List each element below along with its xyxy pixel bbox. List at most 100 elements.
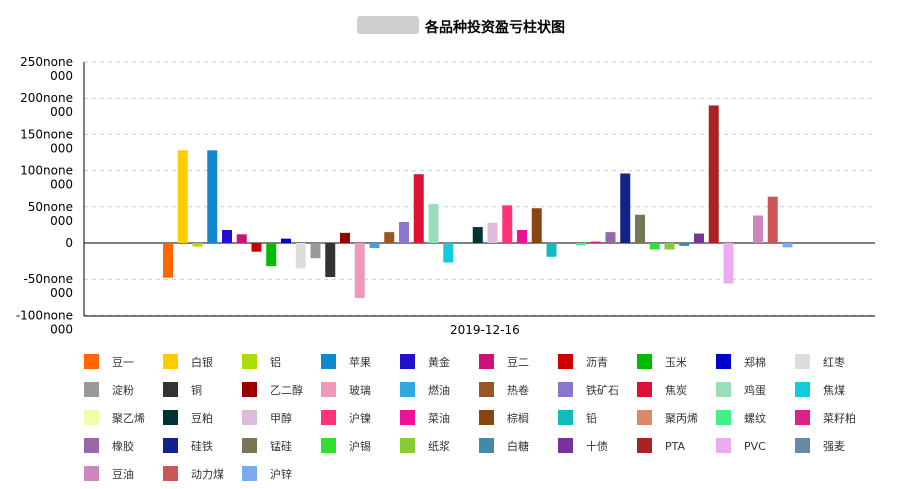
bar-菜籽粕 xyxy=(590,241,601,243)
legend-item: 铜 xyxy=(163,382,202,397)
legend-label: 淀粉 xyxy=(112,383,134,397)
y-tick-label-line: 150none xyxy=(20,127,73,141)
legend-swatch xyxy=(242,382,257,397)
legend-item: 沪镍 xyxy=(321,410,371,425)
legend-label: 橡胶 xyxy=(112,439,134,453)
bar-纸浆 xyxy=(664,243,675,250)
legend-label: 豆一 xyxy=(112,356,134,369)
legend-item: 铁矿石 xyxy=(558,382,619,397)
y-tick-label: 250none 000 xyxy=(20,55,73,83)
chart-title: 各品种投资盈亏柱状图 xyxy=(424,19,565,36)
legend-item: 动力煤 xyxy=(163,466,224,481)
legend-label: 沥青 xyxy=(586,356,608,369)
y-tick-label: 200none 000 xyxy=(20,91,73,119)
legend-item: 螺纹 xyxy=(716,410,766,425)
legend-swatch xyxy=(400,382,415,397)
legend-swatch xyxy=(400,354,415,369)
legend-label: 焦炭 xyxy=(665,384,687,397)
legend-item: 铅 xyxy=(558,410,597,425)
y-tick-label: -100none 000 xyxy=(16,308,73,336)
redacted-title-prefix xyxy=(357,16,419,34)
legend-label: 沪锌 xyxy=(270,467,292,481)
legend-label: 螺纹 xyxy=(744,411,766,425)
legend-swatch xyxy=(479,438,494,453)
legend-item: 豆一 xyxy=(84,354,134,369)
bar-橡胶 xyxy=(605,232,616,243)
bar-乙二醇 xyxy=(340,232,350,243)
y-tick-label-line: 000 xyxy=(50,286,73,300)
y-tick-label-line: 000 xyxy=(50,178,73,192)
bar-PVC xyxy=(723,243,734,284)
legend-swatch xyxy=(242,410,257,425)
legend-swatch xyxy=(558,438,573,453)
legend-item: 菜籽粕 xyxy=(795,410,856,425)
legend-item: 棕榈 xyxy=(479,410,529,425)
bar-白银 xyxy=(177,150,188,243)
legend-item: 玉米 xyxy=(637,354,687,369)
legend-label: 铅 xyxy=(586,411,597,425)
legend-label: 沪镍 xyxy=(349,411,371,425)
legend-label: 纸浆 xyxy=(428,439,450,453)
legend-swatch xyxy=(795,410,810,425)
y-tick-label-line: 000 xyxy=(50,214,73,228)
bar-豆一 xyxy=(163,243,173,278)
bar-豆粕 xyxy=(472,227,483,243)
legend-label: 苹果 xyxy=(349,355,371,369)
legend-item: 铝 xyxy=(242,354,281,369)
y-tick-label: 100none 000 xyxy=(20,164,73,192)
legend-item: 白银 xyxy=(163,354,213,369)
legend-item: 乙二醇 xyxy=(242,382,303,397)
legend-swatch xyxy=(321,382,336,397)
legend-item: 沪锡 xyxy=(321,438,371,453)
legend-label: 焦煤 xyxy=(823,384,845,397)
bar-鸡蛋 xyxy=(428,203,439,243)
bar-豆油 xyxy=(753,215,763,243)
bar-锰硅 xyxy=(635,214,645,243)
legend-item: 白糖 xyxy=(479,438,529,453)
legend-item: 聚丙烯 xyxy=(637,410,698,425)
legend-item: 燃油 xyxy=(400,382,450,397)
bar-沪锡 xyxy=(649,243,660,250)
legend-item: 强麦 xyxy=(795,438,845,453)
legend-label: 棕榈 xyxy=(507,411,529,425)
legend-swatch xyxy=(321,410,336,425)
legend-item: 玻璃 xyxy=(321,382,371,397)
bar-豆二 xyxy=(236,234,247,243)
legend-swatch xyxy=(163,354,178,369)
bar-焦炭 xyxy=(413,174,424,243)
bar-硅铁 xyxy=(620,173,631,243)
legend-label: 豆二 xyxy=(507,356,529,369)
legend-swatch xyxy=(163,382,178,397)
legend-label: 红枣 xyxy=(823,356,845,369)
legend-label: 热卷 xyxy=(507,383,529,397)
bar-动力煤 xyxy=(767,196,778,243)
legend-label: 豆油 xyxy=(112,467,134,481)
legend-swatch xyxy=(637,438,652,453)
bar-铝 xyxy=(192,243,203,247)
bar-螺纹 xyxy=(576,243,586,246)
legend-swatch xyxy=(84,466,99,481)
legend-label: 铁矿石 xyxy=(586,384,619,397)
legend-swatch xyxy=(400,410,415,425)
legend-label: 硅铁 xyxy=(191,440,213,453)
bar-白糖 xyxy=(679,243,690,246)
legend-label: 动力煤 xyxy=(191,468,224,481)
grid-lines xyxy=(84,61,875,316)
y-tick-label: 150none 000 xyxy=(20,127,73,155)
y-tick-label-line: 200none xyxy=(20,91,73,105)
legend-label: 锰硅 xyxy=(270,439,292,453)
legend-swatch xyxy=(637,382,652,397)
legend-item: 锰硅 xyxy=(242,438,292,453)
legend-swatch xyxy=(637,354,652,369)
legend-item: 豆粕 xyxy=(163,410,213,425)
bar-铁矿石 xyxy=(399,222,409,243)
legend-label: 乙二醇 xyxy=(270,383,303,397)
legend-label: 强麦 xyxy=(823,440,845,453)
legend-swatch xyxy=(716,382,731,397)
legend-swatch xyxy=(84,410,99,425)
legend-label: 郑棉 xyxy=(744,355,766,369)
legend-swatch xyxy=(479,354,494,369)
legend-item: 橡胶 xyxy=(84,438,134,453)
